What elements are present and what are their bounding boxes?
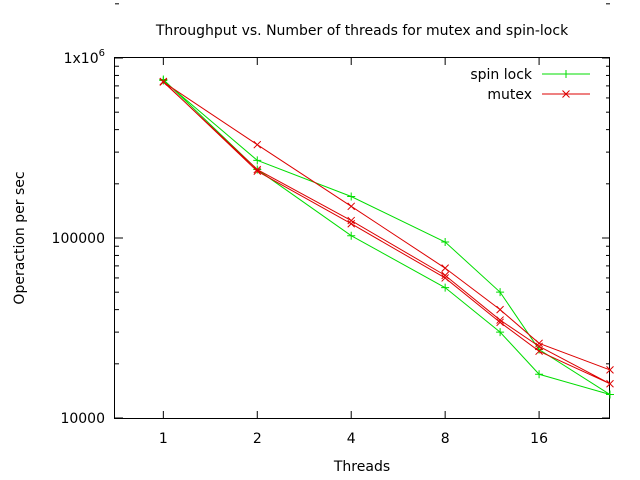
- data-point: [535, 370, 544, 379]
- data-point: [347, 192, 356, 201]
- x-tick-label: 1: [159, 431, 168, 447]
- legend-marker: [562, 90, 570, 98]
- x-tick-label: 4: [347, 431, 356, 447]
- legend-label: mutex: [487, 87, 532, 103]
- axis-ticks: 1 2 4 8 16 10000 100000 1x106: [52, 3, 610, 447]
- series-mutex: [159, 77, 614, 388]
- x-axis-label: Threads: [333, 459, 390, 475]
- data-point: [253, 165, 262, 174]
- data-point: [253, 140, 262, 149]
- data-point: [496, 318, 504, 327]
- chart-title: Throughput vs. Number of threads for mut…: [155, 23, 569, 39]
- data-point: [441, 264, 450, 273]
- data-point: [441, 283, 450, 292]
- data-point: [441, 274, 450, 282]
- data-point: [441, 238, 450, 247]
- data-point: [496, 305, 504, 314]
- y-tick-label-text: 100000: [52, 231, 105, 247]
- data-point: [159, 78, 168, 86]
- x-tick-label: 16: [530, 431, 548, 447]
- data-point: [496, 328, 505, 337]
- plot-area-border: [114, 57, 610, 419]
- data-point: [496, 316, 504, 324]
- data-point: [253, 167, 262, 176]
- data-point: [347, 216, 356, 225]
- data-point: [441, 271, 450, 280]
- x-tick-label: 8: [441, 431, 450, 447]
- legend-marker: [562, 70, 570, 78]
- series-layer: [159, 75, 614, 399]
- data-point: [606, 366, 614, 374]
- data-point: [496, 288, 505, 297]
- y-axis-label: Operaction per sec: [12, 171, 28, 304]
- data-point: [535, 339, 543, 348]
- y-tick-label-exponent: 6: [99, 48, 105, 59]
- y-tick-label-text: 1x10: [64, 51, 99, 67]
- data-point: [606, 390, 614, 399]
- data-point: [347, 231, 356, 240]
- y-tick-label: 1x106: [64, 48, 105, 67]
- legend: spin lock mutex: [470, 67, 590, 103]
- y-tick-label-text: 10000: [60, 411, 105, 427]
- x-tick-label: 2: [253, 431, 262, 447]
- data-point: [253, 156, 262, 165]
- data-point: [347, 202, 356, 211]
- legend-label: spin lock: [470, 67, 533, 83]
- data-point: [606, 379, 614, 388]
- data-point: [347, 219, 356, 228]
- y-tick-label: 10000: [60, 411, 105, 427]
- data-point: [535, 342, 543, 351]
- series-line: [162, 81, 611, 385]
- y-tick-label: 100000: [52, 231, 105, 247]
